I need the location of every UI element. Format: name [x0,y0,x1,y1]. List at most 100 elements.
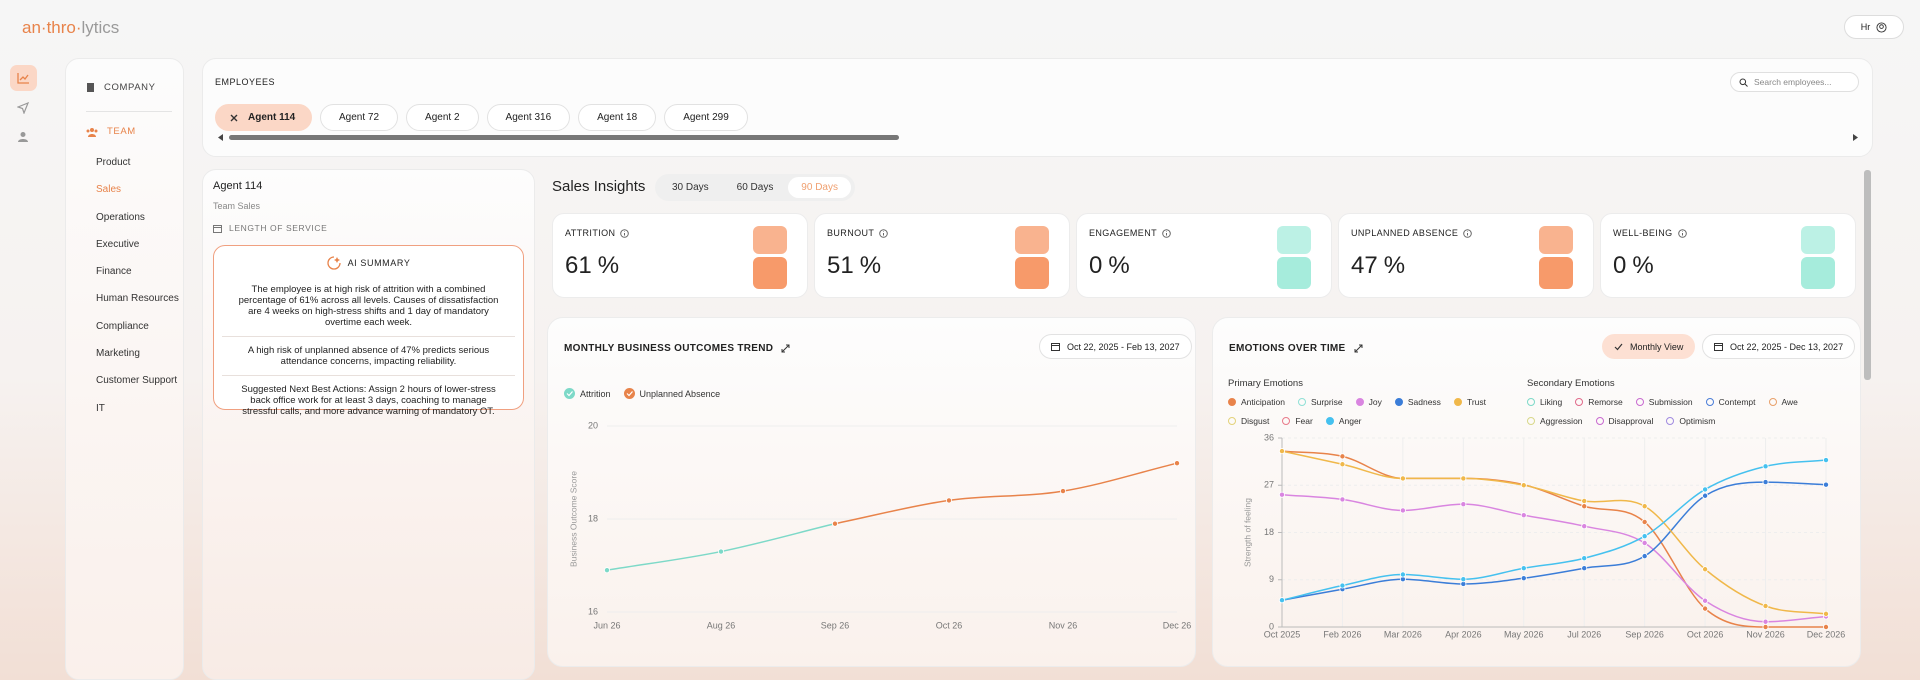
date-range-button[interactable]: Oct 22, 2025 - Feb 13, 2027 [1039,334,1192,359]
sidebar-divider [86,111,172,112]
user-icon [1876,21,1887,33]
expand-icon[interactable] [1354,344,1363,353]
kpi-unit: % [1108,252,1130,279]
logo-accent: an·thro· [22,18,82,37]
employee-chip[interactable]: Agent 18 [578,104,657,131]
calendar-icon [1714,343,1723,351]
chart-title: MONTHLY BUSINESS OUTCOMES TREND [564,343,774,354]
logo[interactable]: an·thro·lytics [22,18,119,38]
legend-item[interactable]: Joy [1355,397,1382,407]
remove-icon-path [230,114,238,121]
info-icon[interactable] [1677,228,1687,238]
rail-analytics-icon[interactable] [17,72,30,84]
nav-item[interactable]: Customer Support [96,375,178,387]
legend-swatch-circle [564,388,575,399]
info-icon[interactable] [1463,228,1473,238]
kpi-value: 47% [1351,252,1405,280]
kpi-card: BURNOUT 51% [814,213,1070,298]
legend-item[interactable]: Sadness [1394,397,1441,407]
legend-swatch [1228,417,1236,425]
kpi-unit: % [597,252,620,279]
kpi-number: 0 [1613,252,1627,279]
legend-swatch [1527,398,1535,406]
legend-item[interactable]: Contempt [1705,397,1756,407]
profile-team: Team Sales [213,201,261,211]
legend-swatch [1768,398,1777,406]
nav-item[interactable]: Marketing [96,348,140,360]
nav-item[interactable]: Human Resources [96,293,179,305]
team-link[interactable]: TEAM [86,126,136,137]
length-of-service: LENGTH OF SERVICE [213,223,327,233]
legend-item[interactable]: Remorse [1575,397,1623,407]
nav-item[interactable]: Compliance [96,320,149,332]
legend-item[interactable]: Anticipation [1228,397,1285,407]
rail-send-icon[interactable] [17,102,29,114]
legend-label: Anger [1338,416,1362,426]
info-icon[interactable] [879,228,889,238]
date-range-button[interactable]: Oct 22, 2025 - Dec 13, 2027 [1702,334,1856,359]
info-icon-circle [620,228,630,238]
nav-item[interactable]: Finance [96,266,132,278]
kpi-number: 51 [827,252,854,279]
legend-label: Aggression [1540,416,1583,426]
nav-item[interactable]: Operations [96,211,145,223]
primary-legend-title: Primary Emotions [1228,378,1303,389]
company-link[interactable]: COMPANY [86,82,156,93]
kpi-unit: % [1383,252,1406,279]
search-box[interactable]: Search employees... [1730,72,1859,92]
legend-swatch [1527,417,1535,425]
legend-item[interactable]: Awe [1768,397,1798,407]
legend-item[interactable]: Submission [1635,397,1693,407]
ai-summary-title: AI SUMMARY [347,258,411,268]
employee-chip[interactable]: Agent 316 [486,104,571,131]
legend-item[interactable]: Surprise [1297,397,1343,407]
employee-chip[interactable]: Agent 114 [215,104,312,131]
rail-user-icon[interactable] [17,131,29,143]
kpi-number: 0 [1089,252,1103,279]
remove-icon [230,114,238,121]
calendar-icon [213,224,222,233]
legend-swatch [1355,398,1364,406]
legend-swatch-check [566,391,573,397]
page-scrollbar[interactable] [1864,170,1871,380]
legend-item[interactable]: Fear [1282,416,1313,426]
legend-item[interactable]: Unplanned Absence [623,388,720,399]
date-range: Oct 22, 2025 - Feb 13, 2027 [1067,341,1180,352]
legend-item[interactable]: Aggression [1527,416,1583,426]
kpi-indicator [1801,226,1835,254]
legend-item[interactable]: Anger [1325,416,1362,426]
expand-icon[interactable] [781,344,790,353]
date-range: Oct 22, 2025 - Dec 13, 2027 [1730,341,1844,352]
info-icon[interactable] [1162,228,1171,238]
ai-summary-paragraph: A high risk of unplanned absence of 47% … [222,337,515,376]
legend-swatch [564,388,575,399]
legend-item[interactable]: Optimism [1666,416,1715,426]
range-tab[interactable]: 30 Days [671,182,709,193]
nav-item[interactable]: Sales [96,184,122,196]
nav-item[interactable]: Executive [96,238,140,250]
ai-icon [326,256,341,270]
kpi-value: 0% [1613,252,1654,280]
legend-item[interactable]: Attrition [564,388,611,399]
legend-item[interactable]: Trust [1453,397,1486,407]
employee-chip[interactable]: Agent 299 [664,104,748,131]
legend-item[interactable]: Disapproval [1595,416,1653,426]
kpi-value: 61% [565,252,619,280]
info-icon[interactable] [620,228,630,238]
legend-swatch [1705,398,1714,406]
range-tab[interactable]: 90 Days [788,177,851,198]
kpi-label: WELL-BEING [1613,228,1687,238]
user-button[interactable]: Hr [1844,15,1904,39]
view-button[interactable]: Monthly View [1602,334,1696,359]
kpi-label-text: WELL-BEING [1613,228,1673,238]
nav-item[interactable]: Product [96,157,131,168]
legend-item[interactable]: Liking [1527,397,1562,407]
range-tab[interactable]: 60 Days [736,182,774,193]
employee-chip[interactable]: Agent 2 [406,104,479,131]
legend-label: Anticipation [1241,397,1285,407]
nav-item[interactable]: IT [96,402,105,414]
employee-chip[interactable]: Agent 72 [320,104,399,131]
kpi-card: ATTRITION 61% [552,213,808,298]
legend-item[interactable]: Disgust [1228,416,1269,426]
kpi-card: WELL-BEING 0% [1600,213,1856,298]
